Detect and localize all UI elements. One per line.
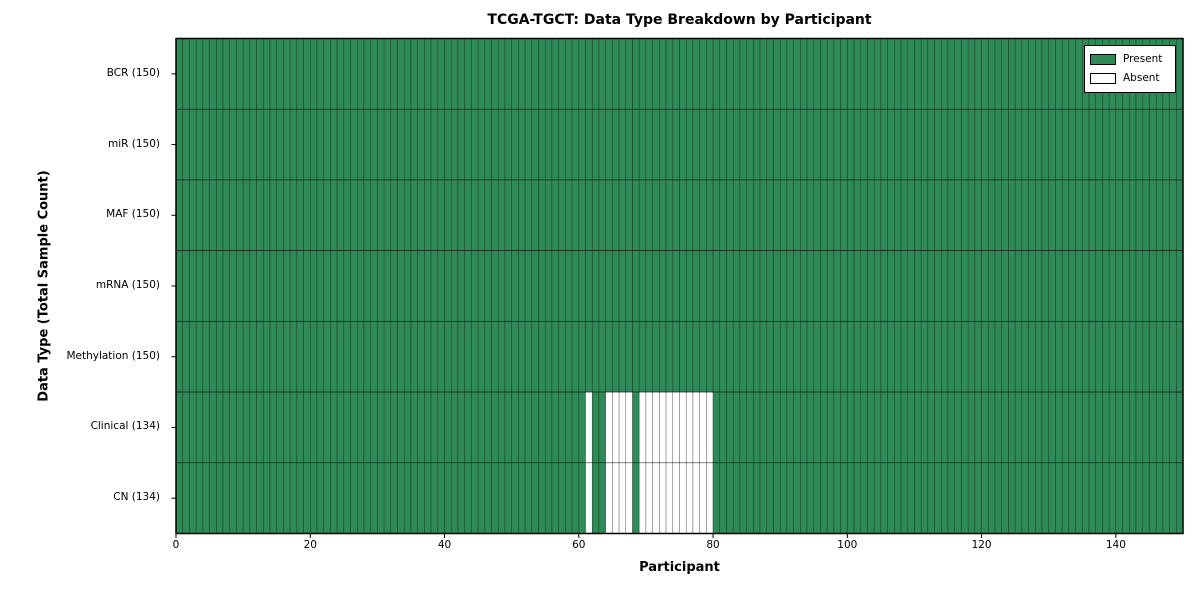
x-tick-label: 80: [706, 539, 720, 551]
absent-swatch-icon: [1090, 73, 1116, 84]
x-tick-label: 120: [971, 539, 992, 551]
x-tick-label: 140: [1105, 539, 1126, 551]
x-tick-label: 0: [172, 539, 180, 551]
x-tick-label: 40: [437, 539, 452, 551]
y-tick-label-cn: CN (134): [113, 491, 160, 504]
y-tick-label-mrna: mRNA (150): [95, 279, 160, 291]
y-tick-label-methylation: Methylation (150): [66, 349, 160, 362]
y-tick-label-maf: MAF (150): [106, 208, 160, 221]
legend: Present Absent: [1084, 45, 1176, 93]
legend-entry-absent: Absent: [1090, 69, 1169, 88]
legend-entry-present: Present: [1090, 50, 1169, 69]
y-tick-label-mir: miR (150): [107, 137, 160, 150]
x-tick-label: 20: [303, 539, 317, 551]
y-tick-label-bcr: BCR (150): [106, 66, 160, 79]
x-tick-label: 100: [837, 539, 858, 551]
legend-label-absent: Absent: [1123, 72, 1160, 85]
legend-label-present: Present: [1123, 53, 1163, 66]
present-swatch-icon: [1090, 54, 1116, 65]
y-tick-label-clinical: Clinical (134): [90, 420, 160, 433]
x-axis-label: Participant: [639, 560, 720, 575]
chart-title: TCGA-TGCT: Data Type Breakdown by Partic…: [487, 12, 872, 28]
x-tick-label: 60: [572, 539, 586, 551]
